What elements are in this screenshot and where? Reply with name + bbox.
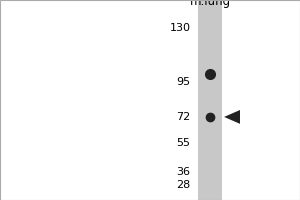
Bar: [198, 0, 222, 200]
Text: 55: 55: [177, 138, 190, 148]
Text: 72: 72: [176, 112, 190, 122]
Text: 95: 95: [176, 77, 190, 87]
Text: 130: 130: [169, 23, 190, 33]
Text: 36: 36: [177, 167, 190, 177]
Polygon shape: [224, 110, 240, 124]
Text: m.lung: m.lung: [189, 0, 231, 8]
Text: 28: 28: [176, 180, 190, 190]
